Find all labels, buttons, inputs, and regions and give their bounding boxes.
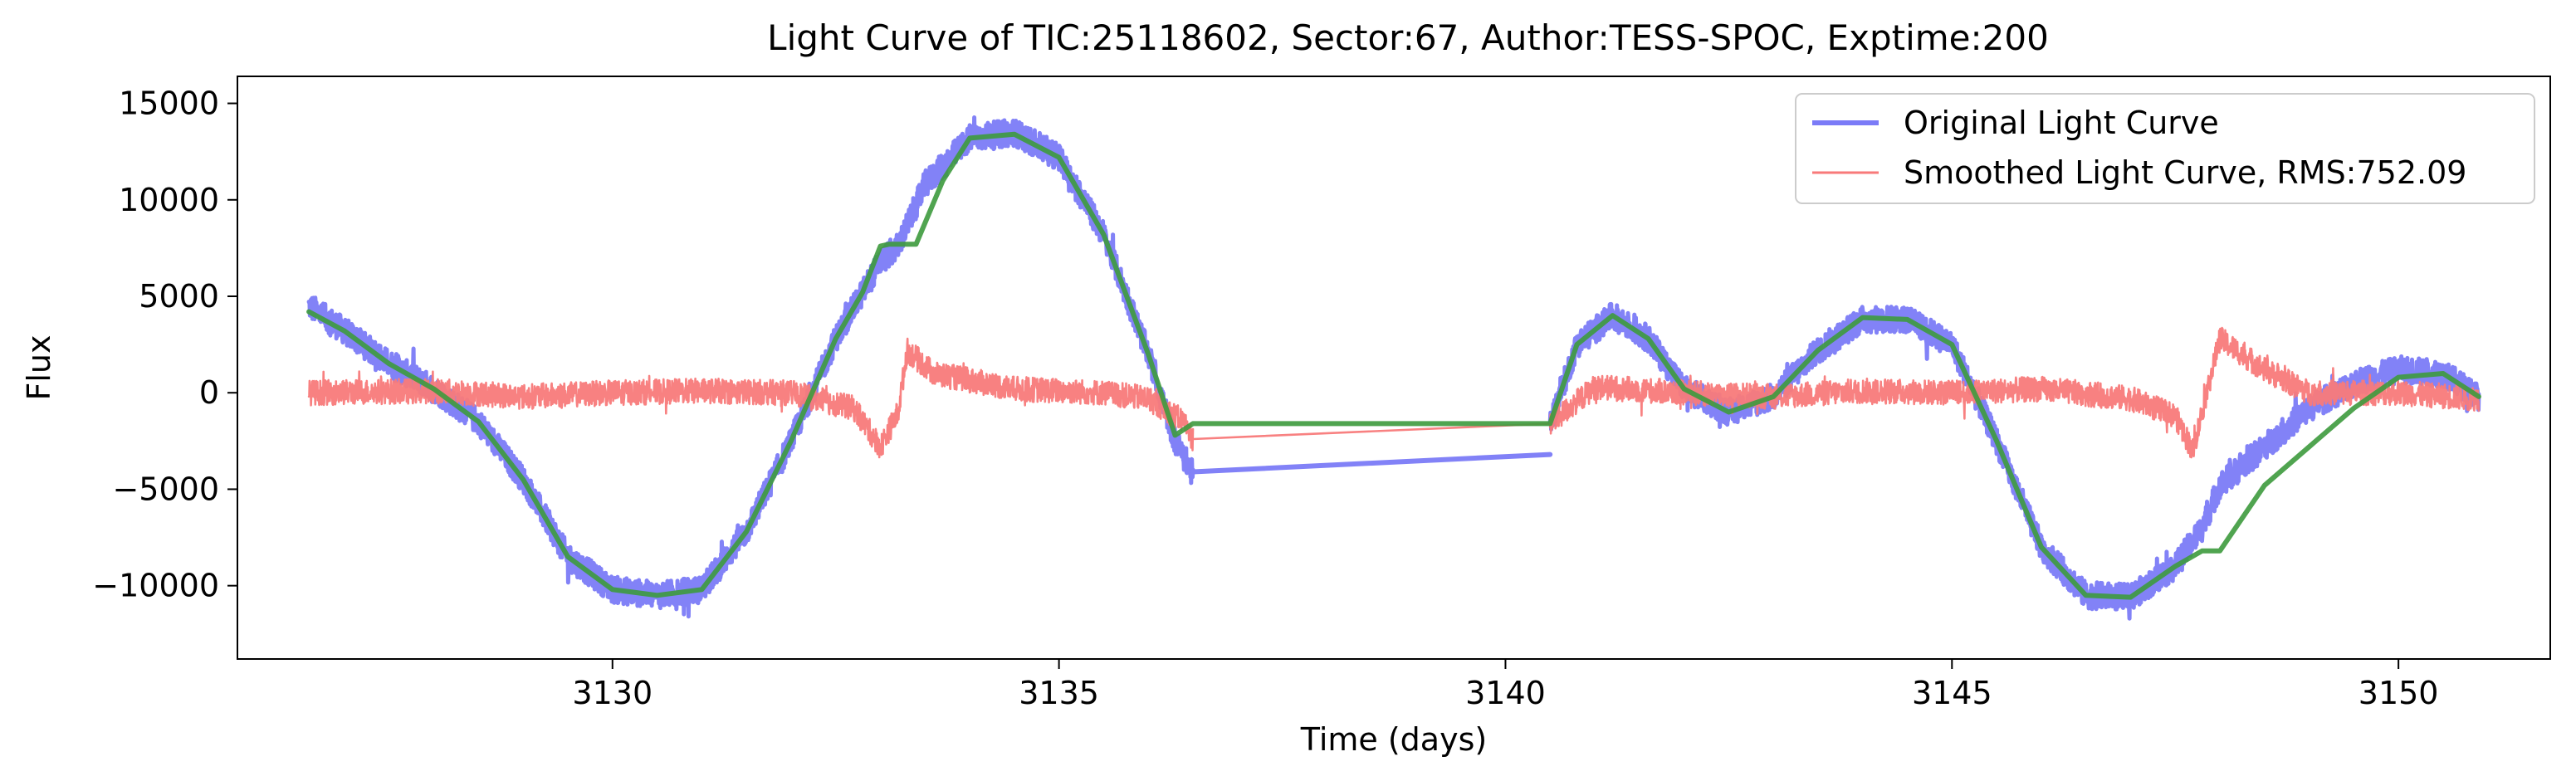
x-tick-label: 3150 [2358,675,2439,711]
series-layer [306,115,2481,621]
y-axis: −10000 −5000 0 5000 10000 15000 [92,85,237,604]
x-axis-label: Time (days) [1300,721,1487,758]
y-tick-label: 5000 [139,278,219,315]
legend-box [1795,93,2535,204]
series-2-segment [307,337,1195,459]
legend-label-smoothed: Smoothed Light Curve, RMS:752.09 [1904,154,2466,191]
plot-frame [237,76,2551,660]
legend: Original Light Curve Smoothed Light Curv… [1795,93,2535,204]
legend-label-original: Original Light Curve [1904,105,2219,141]
series-3 [306,131,2481,600]
x-tick-label: 3140 [1465,675,1546,711]
series-2-segment [1548,326,2481,459]
x-tick-label: 3130 [572,675,653,711]
chart-title: Light Curve of TIC:25118602, Sector:67, … [767,17,2049,58]
series-3-segment [306,131,2481,600]
y-tick-label: 0 [199,374,219,411]
x-tick-label: 3135 [1019,675,1099,711]
y-axis-label: Flux [21,335,57,401]
x-axis: 3130 3135 3140 3145 3150 [572,659,2438,711]
x-tick-label: 3145 [1912,675,1992,711]
series-1-segment [1190,452,1553,475]
y-tick-label: 10000 [119,182,219,218]
y-tick-label: −5000 [112,471,219,507]
series-2-segment [1191,422,1552,441]
y-tick-label: −10000 [92,568,219,604]
series-2 [307,326,2481,459]
y-tick-label: 15000 [119,85,219,122]
